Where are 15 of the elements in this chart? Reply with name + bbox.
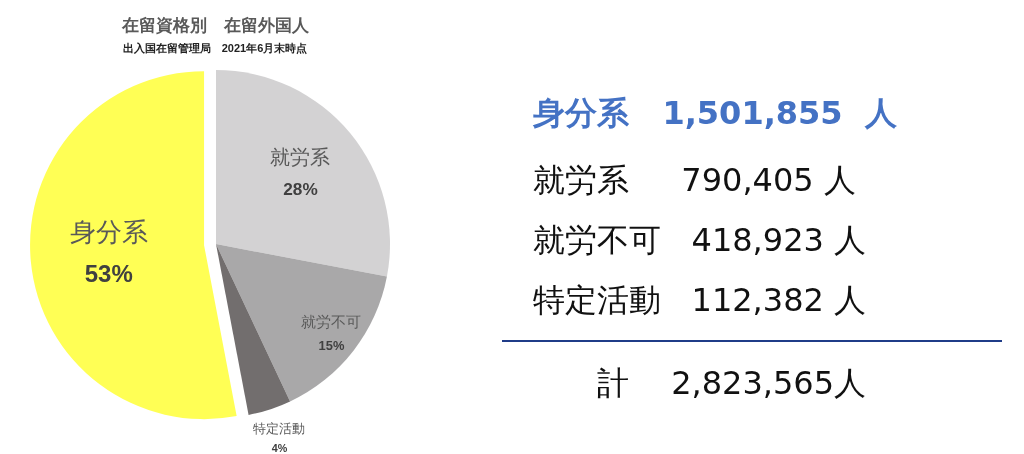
data-label: 53% — [84, 259, 133, 287]
text: 特定活動 112,382 人 — [533, 281, 867, 319]
data-label: 28% — [283, 179, 318, 200]
slice-label: 就労不可 — [301, 312, 362, 330]
data-label: 15% — [318, 337, 345, 353]
text: 就労系 790,405 人 — [533, 161, 856, 199]
slice-label: 就労系 — [270, 146, 331, 169]
slice-label: 身分系 — [69, 217, 148, 248]
chart-title: 在留資格別 在留外国人 — [120, 16, 310, 35]
chart-subtitle: 出入国在留管理局 2021年6月末時点 — [122, 42, 308, 55]
data-label: 4% — [271, 442, 288, 454]
slice-label: 特定活動 — [253, 422, 306, 437]
text: 計 2,823,565人 — [597, 364, 867, 402]
text: 就労不可 418,923 人 — [533, 221, 867, 259]
text: 身分系 1,501,855 人 — [533, 94, 897, 132]
